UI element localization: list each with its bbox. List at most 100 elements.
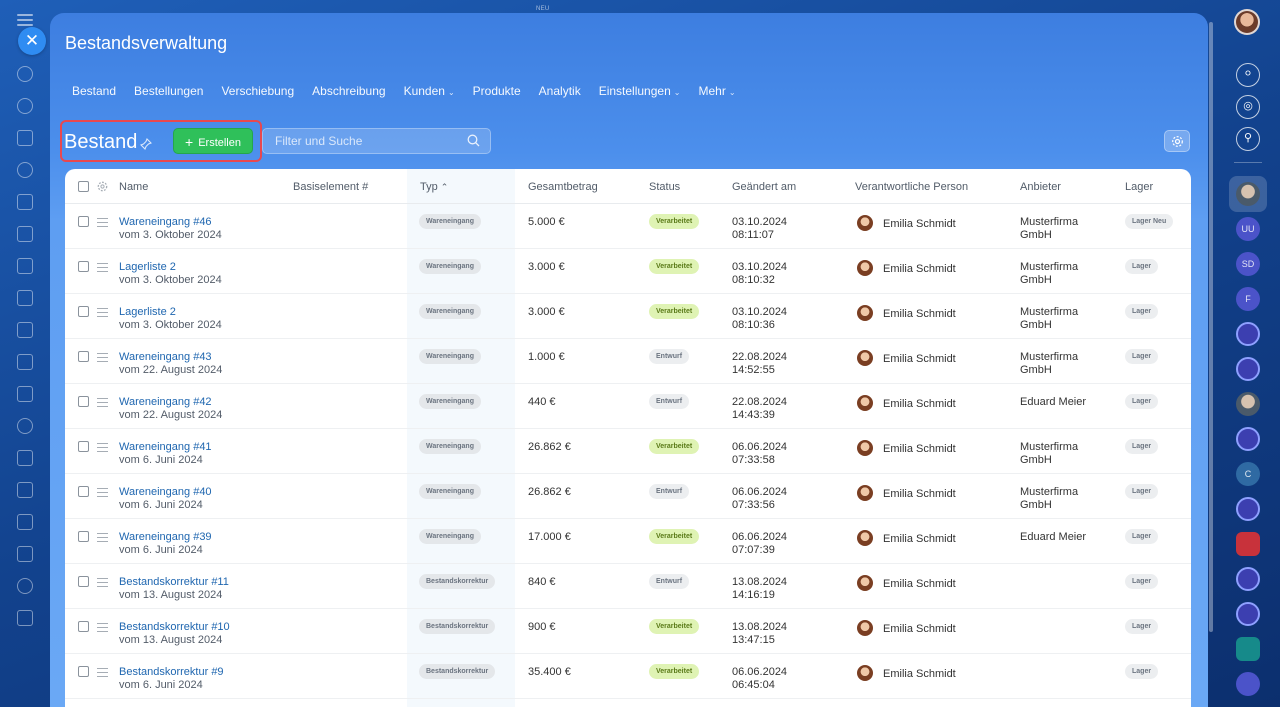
table-row[interactable]: Lagerliste 2 vom 3. Oktober 2024 Warenei… — [65, 294, 1191, 339]
person-avatar[interactable] — [857, 215, 873, 231]
document-link[interactable]: Bestandskorrektur #10 — [119, 621, 230, 633]
header-store[interactable]: Lager — [1125, 181, 1154, 193]
search-icon[interactable] — [467, 134, 480, 147]
row-checkbox[interactable] — [78, 531, 89, 542]
table-row[interactable]: Wareneingang #39 vom 6. Juni 2024 Warene… — [65, 519, 1191, 564]
document-link[interactable]: Wareneingang #40 — [119, 486, 212, 498]
person-name[interactable]: Emilia Schmidt — [883, 533, 956, 545]
chat-avatar[interactable] — [1236, 637, 1260, 661]
globe-icon[interactable] — [17, 578, 33, 594]
row-checkbox[interactable] — [78, 351, 89, 362]
funnel-icon[interactable] — [17, 482, 33, 498]
chat-avatar[interactable]: F — [1236, 287, 1260, 311]
table-row[interactable]: Wareneingang #46 vom 3. Oktober 2024 War… — [65, 204, 1191, 249]
create-button[interactable]: + Erstellen — [173, 128, 253, 154]
scrollbar[interactable] — [1209, 22, 1213, 632]
chat-avatar[interactable] — [1236, 392, 1260, 416]
nav-item-abschreibung[interactable]: Abschreibung — [312, 84, 385, 98]
chat-avatar[interactable] — [1236, 532, 1260, 556]
chat-avatar[interactable] — [1236, 602, 1260, 626]
bell-icon[interactable]: ⚪ — [1236, 63, 1260, 87]
table-row[interactable]: Bestandskorrektur #9 vom 6. Juni 2024 Be… — [65, 654, 1191, 699]
chat-avatar[interactable]: C — [1236, 462, 1260, 486]
drag-handle-icon[interactable] — [97, 398, 108, 410]
drag-handle-icon[interactable] — [97, 443, 108, 455]
card-icon[interactable] — [17, 226, 33, 242]
document-icon[interactable] — [17, 194, 33, 210]
target-icon[interactable] — [17, 418, 33, 434]
table-row[interactable]: Lagerliste 2 vom 3. Oktober 2024 Warenei… — [65, 249, 1191, 294]
search-input[interactable]: Filter und Suche — [262, 128, 491, 154]
person-avatar[interactable] — [857, 575, 873, 591]
person-name[interactable]: Emilia Schmidt — [883, 308, 956, 320]
list-settings-button[interactable] — [1164, 130, 1190, 152]
row-checkbox[interactable] — [78, 486, 89, 497]
person-name[interactable]: Emilia Schmidt — [883, 443, 956, 455]
person-name[interactable]: Emilia Schmidt — [883, 218, 956, 230]
nav-item-analytik[interactable]: Analytik — [539, 84, 581, 98]
nav-item-bestand[interactable]: Bestand — [72, 84, 116, 98]
drag-handle-icon[interactable] — [97, 263, 108, 275]
drag-handle-icon[interactable] — [97, 533, 108, 545]
chat-icon[interactable] — [17, 322, 33, 338]
chat-avatar[interactable] — [1236, 357, 1260, 381]
table-row[interactable]: Wareneingang #41 vom 6. Juni 2024 Warene… — [65, 429, 1191, 474]
column-settings-icon[interactable] — [97, 181, 108, 192]
person-name[interactable]: Emilia Schmidt — [883, 578, 956, 590]
chat-avatar[interactable] — [1236, 567, 1260, 591]
table-row[interactable]: Wareneingang #42 vom 22. August 2024 War… — [65, 384, 1191, 429]
chat-avatar[interactable]: UU — [1236, 217, 1260, 241]
person-avatar[interactable] — [857, 440, 873, 456]
person-name[interactable]: Emilia Schmidt — [883, 398, 956, 410]
document-link[interactable]: Lagerliste 2 — [119, 261, 176, 273]
table-row[interactable]: Wareneingang #43 vom 22. August 2024 War… — [65, 339, 1191, 384]
select-all-checkbox[interactable] — [78, 181, 89, 192]
person-avatar[interactable] — [857, 665, 873, 681]
table-row[interactable]: Bestandskorrektur #10 vom 13. August 202… — [65, 609, 1191, 654]
contacts-icon[interactable] — [17, 162, 33, 178]
document-link[interactable]: Wareneingang #46 — [119, 216, 212, 228]
chat-avatar[interactable] — [1236, 322, 1260, 346]
home-icon[interactable] — [17, 66, 33, 82]
store-icon[interactable] — [17, 450, 33, 466]
person-avatar[interactable] — [857, 305, 873, 321]
inbox-icon[interactable] — [17, 514, 33, 530]
drag-handle-icon[interactable] — [97, 623, 108, 635]
chat-avatar[interactable] — [1236, 672, 1260, 696]
person-avatar[interactable] — [857, 620, 873, 636]
row-checkbox[interactable] — [78, 261, 89, 272]
document-link[interactable]: Wareneingang #41 — [119, 441, 212, 453]
document-link[interactable]: Bestandskorrektur #11 — [119, 576, 229, 588]
drag-handle-icon[interactable] — [97, 488, 108, 500]
chat-avatar[interactable] — [1236, 427, 1260, 451]
person-avatar[interactable] — [857, 350, 873, 366]
person-avatar[interactable] — [857, 260, 873, 276]
row-checkbox[interactable] — [78, 306, 89, 317]
document-link[interactable]: Wareneingang #42 — [119, 396, 212, 408]
header-person[interactable]: Verantwortliche Person — [855, 181, 969, 193]
document-link[interactable]: Wareneingang #43 — [119, 351, 212, 363]
drag-handle-icon[interactable] — [97, 218, 108, 230]
row-checkbox[interactable] — [78, 666, 89, 677]
person-name[interactable]: Emilia Schmidt — [883, 353, 956, 365]
close-slider-button[interactable]: ✕ — [18, 27, 46, 55]
grid-icon[interactable] — [17, 610, 33, 626]
table-row[interactable]: Bestandskorrektur #11 vom 13. August 202… — [65, 564, 1191, 609]
pin-icon[interactable] — [140, 138, 152, 150]
monitor-icon[interactable] — [17, 258, 33, 274]
tasks-icon[interactable] — [17, 290, 33, 306]
row-checkbox[interactable] — [78, 441, 89, 452]
header-changed[interactable]: Geändert am — [732, 181, 797, 193]
copilot-icon[interactable]: ◎ — [1236, 95, 1260, 119]
drag-handle-icon[interactable] — [97, 353, 108, 365]
nav-item-einstellungen[interactable]: Einstellungen ⌄ — [599, 84, 681, 98]
person-name[interactable]: Emilia Schmidt — [883, 623, 956, 635]
header-vendor[interactable]: Anbieter — [1020, 181, 1061, 193]
chat-avatar[interactable]: SD — [1236, 252, 1260, 276]
person-name[interactable]: Emilia Schmidt — [883, 263, 956, 275]
cart-icon[interactable] — [17, 386, 33, 402]
row-checkbox[interactable] — [78, 621, 89, 632]
nav-item-bestellungen[interactable]: Bestellungen — [134, 84, 203, 98]
person-avatar[interactable] — [857, 395, 873, 411]
menu-icon[interactable] — [17, 14, 33, 26]
